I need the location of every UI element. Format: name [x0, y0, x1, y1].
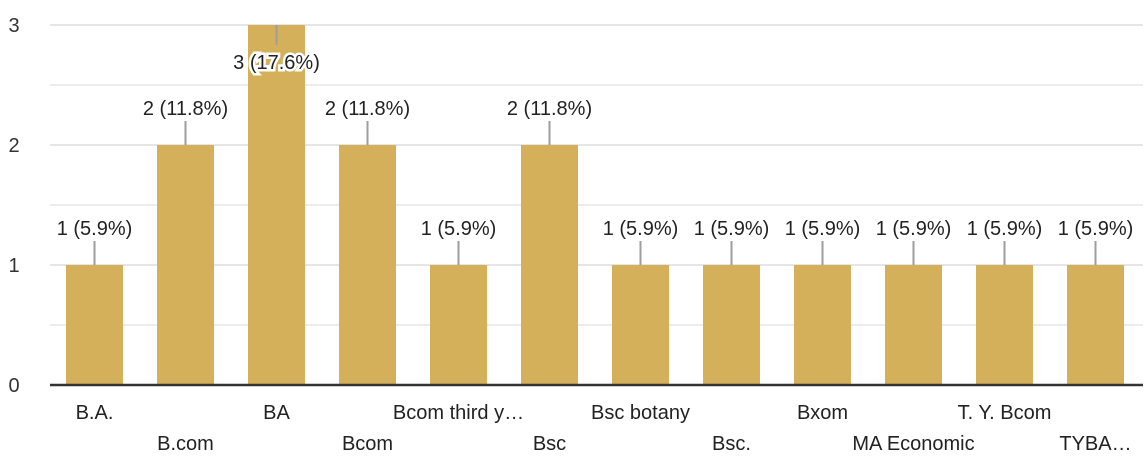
- x-category-label: Bcom third y…: [393, 402, 524, 424]
- x-category-label: B.A.: [76, 402, 114, 424]
- bar: [976, 265, 1033, 385]
- y-tick-label: 3: [8, 15, 19, 37]
- data-label: 1 (5.9%): [694, 218, 770, 240]
- data-label: 1 (5.9%): [603, 218, 679, 240]
- bar: [521, 145, 578, 385]
- data-label: 1 (5.9%): [421, 218, 497, 240]
- x-category-label: Bsc: [533, 433, 566, 455]
- x-category-label: Bxom: [797, 402, 848, 424]
- label-leaders: [93, 25, 1097, 265]
- y-tick-label: 2: [8, 135, 19, 157]
- bars: [66, 25, 1124, 385]
- y-tick-label: 1: [8, 255, 19, 277]
- bar: [157, 145, 214, 385]
- data-label: 1 (5.9%): [1058, 218, 1134, 240]
- bar: [1067, 265, 1124, 385]
- x-category-label: Bcom: [342, 433, 393, 455]
- bar: [794, 265, 851, 385]
- x-category-label: MA Economic: [852, 433, 974, 455]
- x-category-label: Bsc.: [712, 433, 751, 455]
- bar: [703, 265, 760, 385]
- y-axis-ticks: 0 1 2 3: [8, 15, 19, 397]
- bar: [66, 265, 123, 385]
- data-label: 1 (5.9%): [57, 218, 133, 240]
- x-category-label: Bsc botany: [591, 402, 690, 424]
- bar: [339, 145, 396, 385]
- data-label: 1 (5.9%): [785, 218, 861, 240]
- x-category-label: BA: [263, 402, 290, 424]
- data-label: 3 (17.6%): [233, 52, 320, 74]
- bar: [612, 265, 669, 385]
- bar: [248, 25, 305, 385]
- x-category-label: TYBA…: [1059, 433, 1131, 455]
- bar: [430, 265, 487, 385]
- data-label: 2 (11.8%): [325, 98, 410, 120]
- y-tick-label: 0: [8, 375, 19, 397]
- data-labels: 1 (5.9%) 2 (11.8%) 3 (17.6%) 2 (11.8%) 1 (5.…: [57, 50, 1134, 241]
- bar: [885, 265, 942, 385]
- gridlines: [50, 24, 1143, 326]
- x-category-label: T. Y. Bcom: [958, 402, 1052, 424]
- data-label: 2 (11.8%): [143, 98, 228, 120]
- data-label: 1 (5.9%): [876, 218, 952, 240]
- data-label: 1 (5.9%): [967, 218, 1043, 240]
- data-label: 2 (11.8%): [507, 98, 592, 120]
- x-category-label: B.com: [157, 433, 214, 455]
